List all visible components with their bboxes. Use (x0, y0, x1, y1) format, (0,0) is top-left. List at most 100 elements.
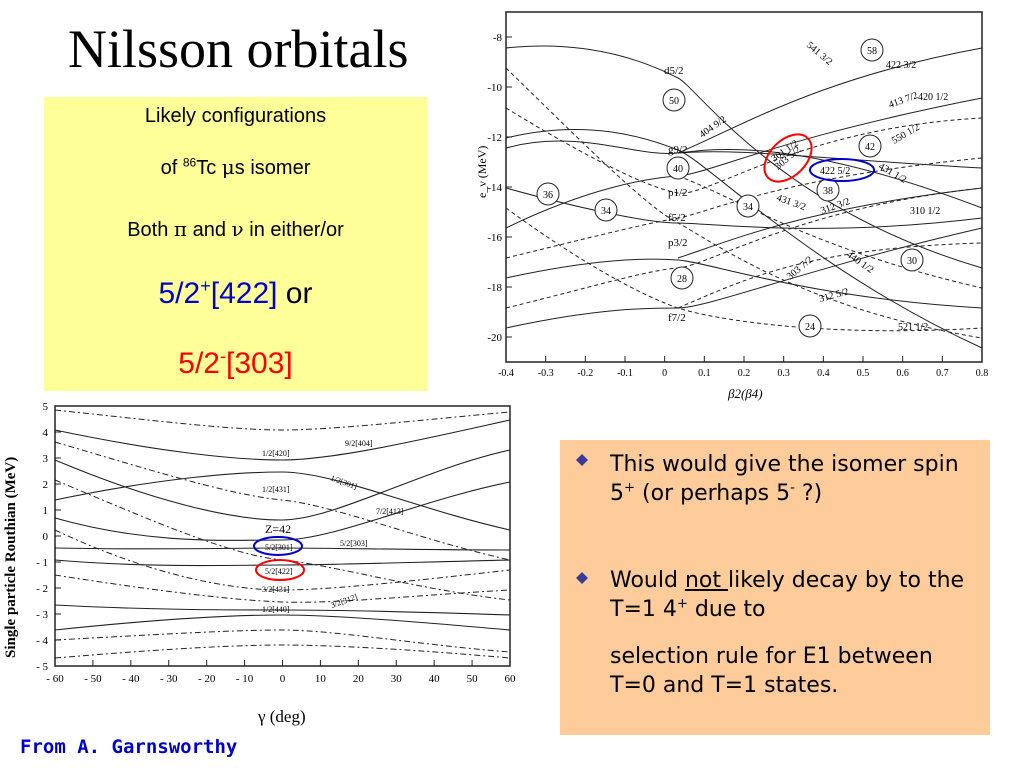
y-tick-label: 5 (43, 401, 49, 413)
orbital-label: 310 1/2 (910, 206, 940, 217)
y-tick-label: -18 (487, 282, 502, 294)
x-tick-label: -0.1 (617, 368, 633, 379)
magic-number-circle (736, 194, 760, 218)
x-tick-label: -0.4 (498, 368, 514, 379)
orbital-label: 303 7/2 (785, 254, 815, 282)
x-tick-label: 0.6 (896, 368, 909, 379)
bullet-1-text: This would give the isomer spin 5+ (or p… (610, 452, 959, 506)
y-tick-label: 1 (43, 505, 49, 517)
y-tick-label: 0 (43, 531, 49, 543)
slide-title: Nilsson orbitals (68, 19, 409, 79)
x-tick-label: 0 (662, 368, 667, 379)
shell-label: p1/2 (668, 187, 688, 199)
x-tick-label: - 40 (122, 673, 140, 685)
x-tick-label: -0.3 (538, 368, 554, 379)
routhian-frame (54, 405, 511, 667)
x-tick-label: 0.7 (936, 368, 949, 379)
highlight-5-2-422 (255, 559, 305, 581)
x-tick-label: 40 (429, 673, 441, 685)
routhian-curves (54, 419, 511, 631)
config-option-2: 5/2-[303] (178, 346, 293, 380)
shell-label: p3/2 (668, 237, 688, 249)
magic-number: 30 (907, 256, 917, 267)
magic-number: 50 (669, 96, 679, 107)
orbital-label: 521 1/2 (898, 322, 928, 333)
y-tick-label: - 3 (36, 609, 48, 621)
orbital-label: 5/2[422] (265, 567, 293, 576)
orbital-label: 413 7/2 (887, 90, 919, 111)
diamond-bullet-icon (576, 572, 588, 584)
diamond-bullet-icon (576, 454, 588, 466)
magic-number: 24 (805, 322, 815, 333)
nilsson-curves (505, 45, 983, 349)
orbital-label: 422 3/2 (886, 60, 916, 71)
bullet-2-continuation: selection rule for E1 between T=0 and T=… (610, 644, 933, 698)
configuration-box: Likely configurations of 86Tc μs isomer … (44, 97, 427, 391)
x-tick-label: 0 (280, 673, 286, 685)
orbital-label: 5/2[301] (265, 543, 293, 552)
y-tick-label: 4 (43, 427, 49, 439)
shell-label: f7/2 (668, 312, 686, 324)
x-tick-label: - 60 (46, 673, 64, 685)
orbital-label: 1/2[420] (262, 449, 290, 458)
shell-label: f5/2 (668, 212, 686, 224)
orbital-label: 312 5/2 (818, 286, 850, 304)
x-tick-label: 0.8 (976, 368, 989, 379)
routhian-ylabel: Single particle Routhian (MeV) (3, 457, 19, 658)
x-tick-label: 10 (315, 673, 327, 685)
x-tick-label: 50 (467, 673, 479, 685)
magic-number: 58 (867, 46, 877, 57)
y-tick-label: - 5 (36, 661, 48, 673)
magic-number-circle (670, 266, 694, 290)
orbital-label: 404 9/2 (697, 114, 728, 140)
highlight-422-5-2 (809, 158, 875, 182)
magic-number-circle (858, 134, 882, 158)
magic-number: 38 (823, 186, 833, 197)
orbital-label: 420 1/2 (918, 92, 948, 103)
magic-number: 36 (543, 190, 553, 201)
x-tick-label: 60 (505, 673, 517, 685)
magic-number: 42 (865, 142, 875, 153)
highlight-5-2-301 (253, 536, 303, 556)
routhian-xlabel: γ (deg) (257, 707, 306, 726)
magic-number-circle (536, 182, 560, 206)
magic-number-circle (860, 38, 884, 62)
conclusion-box: This would give the isomer spin 5+ (or p… (560, 440, 990, 735)
y-tick-label: -8 (493, 32, 503, 44)
nilsson-xlabel: β2(β4) (727, 386, 763, 401)
y-tick-label: - 4 (36, 635, 48, 647)
magic-number-circle (662, 88, 686, 112)
orbital-label: 1/2[440] (262, 605, 290, 614)
y-tick-label: -12 (487, 132, 502, 144)
y-tick-label: -14 (487, 182, 502, 194)
nilsson-diagram: -8 -10 -12 -14 -16 -18 -20 -0.4 -0.3 -0.2 -0.1 0 0.… (478, 11, 989, 401)
magic-number-circle (900, 248, 924, 272)
orbital-label: 3/2[312] (330, 592, 359, 610)
x-tick-label: 0.4 (817, 368, 830, 379)
y-tick-label: -16 (487, 232, 502, 244)
magic-number-circle (666, 156, 690, 180)
orbital-label: 550 1/2 (890, 122, 922, 147)
y-tick-label: -10 (487, 82, 502, 94)
magic-number-circle (798, 314, 822, 338)
magic-number: 40 (673, 164, 683, 175)
x-tick-label: 30 (391, 673, 403, 685)
orbital-label: 3/2[431] (262, 585, 290, 594)
config-option-1: 5/2+[422] or (158, 276, 313, 310)
x-tick-label: - 20 (198, 673, 216, 685)
y-tick-label: 3 (43, 453, 49, 465)
z42-annotation: Z=42 (265, 522, 291, 536)
x-tick-label: 0.2 (738, 368, 751, 379)
bullet-2-text: Would not likely decay by to the T=1 4+ … (610, 568, 965, 622)
orbital-label: 5/2[303] (340, 539, 368, 548)
shell-label: d5/2 (664, 65, 684, 77)
orbital-label: 541 3/2 (804, 40, 834, 68)
orbital-label: 7/2[413] (376, 507, 404, 516)
credit-text: From A. Garnsworthy (20, 736, 238, 758)
y-tick-label: - 2 (36, 583, 48, 595)
x-tick-label: - 50 (84, 673, 102, 685)
highlight-303-5-2 (763, 133, 813, 183)
orbital-label: 1/2[301] (329, 473, 358, 491)
x-tick-label: - 30 (160, 673, 178, 685)
